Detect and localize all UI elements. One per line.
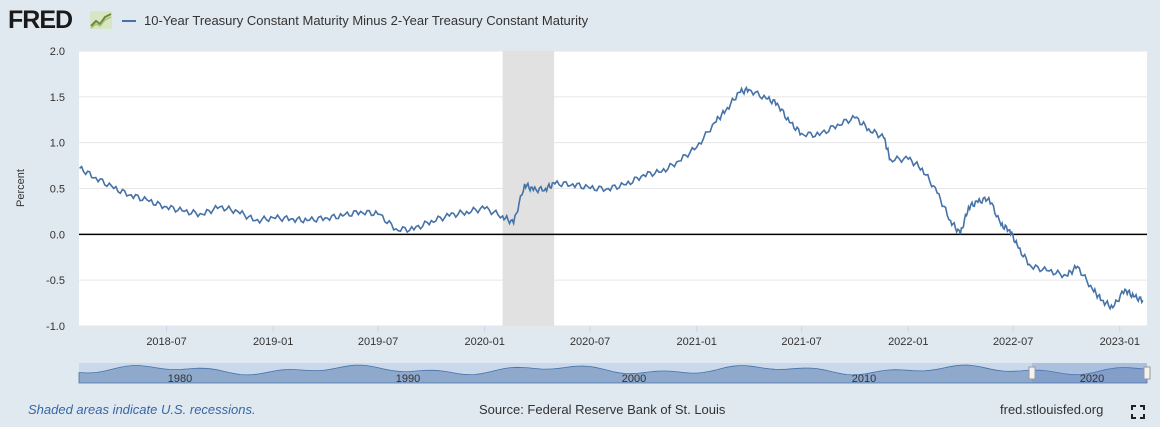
navigator-tick-label: 2020 [1080, 373, 1104, 385]
navigator-tick-label: 2000 [622, 373, 646, 385]
x-tick-label: 2019-07 [358, 336, 398, 348]
chart-header: FRED 10-Year Treasury Constant Maturity … [0, 0, 1160, 40]
y-tick-label: 0.5 [50, 184, 65, 196]
navigator-handle-right[interactable] [1143, 366, 1151, 380]
navigator-series [78, 364, 1148, 384]
navigator-selection[interactable] [1032, 363, 1147, 383]
fred-logo[interactable]: FRED [8, 6, 73, 34]
source-note: Source: Federal Reserve Bank of St. Loui… [479, 402, 726, 417]
x-tick-label: 2018-07 [146, 336, 186, 348]
chart-legend[interactable]: 10-Year Treasury Constant Maturity Minus… [122, 13, 588, 28]
y-tick-label: 1.0 [50, 138, 65, 150]
x-tick-label: 2023-01 [1100, 336, 1140, 348]
fullscreen-icon[interactable] [1131, 405, 1145, 419]
y-tick-label: 0.0 [50, 229, 65, 241]
x-tick-label: 2022-01 [888, 336, 928, 348]
y-axis: 2.0 1.5 1.0 0.5 0.0 -0.5 -1.0 [46, 46, 65, 333]
y-tick-label: 2.0 [50, 46, 65, 58]
legend-swatch [122, 19, 136, 22]
x-tick-label: 2020-01 [464, 336, 504, 348]
x-tick-label: 2019-01 [253, 336, 293, 348]
navigator[interactable]: 1980 1990 2000 2010 2020 [78, 363, 1151, 385]
navigator-tick-label: 1980 [168, 373, 192, 385]
chart-area[interactable]: 2.01.51.00.50.0-0.5-1.0 2018-07 2019-01 20… [0, 40, 1160, 400]
x-tick-label: 2021-07 [781, 336, 821, 348]
y-tick-label: -0.5 [46, 275, 65, 287]
x-tick-label: 2020-07 [570, 336, 610, 348]
y-axis-label: Percent [15, 169, 27, 207]
y-tick-label: -1.0 [46, 321, 65, 333]
series-line [79, 85, 1144, 311]
navigator-tick-label: 2010 [852, 373, 876, 385]
legend-label: 10-Year Treasury Constant Maturity Minus… [144, 13, 589, 28]
recession-note: Shaded areas indicate U.S. recessions. [28, 402, 256, 417]
fred-graph-icon [90, 11, 112, 29]
navigator-handle-left[interactable] [1028, 366, 1036, 380]
x-tick-label: 2022-07 [993, 336, 1033, 348]
site-link[interactable]: fred.stlouisfed.org [1000, 402, 1104, 417]
navigator-ticks: 1980 1990 2000 2010 2020 [168, 373, 1104, 385]
y-tick-label: 1.5 [50, 92, 65, 104]
x-tick-label: 2021-01 [677, 336, 717, 348]
navigator-tick-label: 1990 [396, 373, 420, 385]
x-axis: 2018-07 2019-01 2019-07 2020-01 2020-07 2021-… [146, 326, 1140, 348]
